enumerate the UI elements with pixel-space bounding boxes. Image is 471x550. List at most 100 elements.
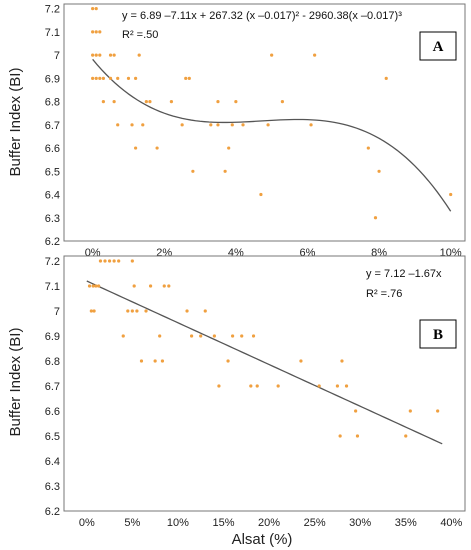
- y-tick-label: 6.3: [45, 481, 60, 493]
- y-axis-label-a: Buffer Index (BI): [7, 68, 24, 177]
- data-point: [191, 169, 195, 173]
- data-point: [234, 99, 238, 104]
- x-tick-label: 0%: [79, 517, 95, 529]
- data-point: [130, 309, 134, 313]
- data-point: [98, 53, 102, 57]
- y-tick-label: 7: [54, 306, 60, 318]
- data-point: [148, 99, 152, 104]
- data-point: [270, 53, 274, 57]
- data-point: [230, 123, 234, 127]
- data-point: [112, 53, 116, 57]
- x-tick-label: 25%: [304, 517, 326, 529]
- data-point: [144, 99, 148, 104]
- data-point: [199, 334, 203, 338]
- data-point: [112, 259, 116, 263]
- data-point: [255, 384, 259, 388]
- data-point: [384, 76, 388, 80]
- fit-line-b: [86, 280, 443, 445]
- y-tick-label: 7.2: [45, 4, 60, 16]
- data-point: [203, 309, 207, 313]
- y-tick-label: 6.8: [45, 356, 60, 368]
- data-point: [223, 169, 227, 173]
- y-tick-label: 6.3: [45, 213, 60, 225]
- data-point: [299, 359, 303, 363]
- data-point: [338, 434, 342, 438]
- data-point: [249, 384, 253, 388]
- data-point: [101, 99, 105, 104]
- x-tick-label: 35%: [395, 517, 417, 529]
- data-point: [107, 259, 112, 263]
- data-point: [135, 309, 139, 313]
- data-point: [91, 7, 95, 11]
- data-point: [117, 259, 121, 263]
- data-point: [259, 192, 263, 197]
- x-tick-label: 30%: [349, 517, 371, 529]
- y-tick-label: 6.8: [45, 97, 60, 109]
- data-point: [94, 76, 98, 80]
- y-tick-label: 7.1: [45, 27, 60, 39]
- r-squared-b: R² =.76: [366, 288, 402, 300]
- data-point: [169, 99, 174, 104]
- data-point: [144, 309, 148, 313]
- y-axis-a: 6.2 6.3 6.4 6.5 6.6 6.7 6.8 6.9 7 7.1 7.2: [45, 4, 60, 248]
- y-tick-label: 7.1: [45, 281, 60, 293]
- data-point: [112, 99, 116, 104]
- data-point: [216, 123, 220, 127]
- data-point: [91, 284, 95, 288]
- data-point: [180, 123, 184, 127]
- data-point: [209, 123, 213, 127]
- data-point: [108, 53, 113, 57]
- y-tick-label: 6.9: [45, 73, 60, 85]
- data-point: [313, 53, 317, 57]
- data-point: [217, 384, 221, 388]
- data-point: [377, 169, 381, 173]
- data-point: [130, 259, 134, 263]
- data-point: [101, 76, 105, 80]
- data-point: [251, 334, 256, 338]
- data-point: [187, 76, 191, 80]
- data-point: [344, 384, 349, 388]
- data-point: [97, 284, 101, 288]
- x-axis-b: 0% 5% 10% 15% 20% 25% 30% 35% 40%: [79, 517, 463, 529]
- data-point: [108, 76, 113, 80]
- data-point: [126, 309, 130, 313]
- data-point: [335, 384, 340, 388]
- data-point: [103, 259, 107, 263]
- y-tick-label: 6.2: [45, 236, 60, 248]
- data-point: [355, 434, 360, 438]
- data-point: [185, 309, 189, 313]
- y-tick-label: 7: [54, 50, 60, 62]
- y-axis-b: 6.2 6.3 6.4 6.5 6.6 6.7 6.8 6.9 7 7.1 7.2: [45, 256, 60, 518]
- panel-label-box-b: [419, 319, 457, 349]
- r-squared-a: R² =.50: [122, 29, 158, 41]
- panel-label-b: B: [433, 327, 443, 343]
- data-point: [126, 76, 131, 80]
- data-point: [354, 409, 358, 413]
- data-point: [130, 123, 134, 127]
- y-tick-label: 6.7: [45, 120, 60, 132]
- chart-panel-b: 6.2 6.3 6.4 6.5 6.6 6.7 6.8 6.9 7 7.1 7.2 0% 5% 10% 1…: [7, 255, 466, 548]
- data-point: [189, 334, 194, 338]
- data-point: [184, 76, 188, 80]
- data-point: [404, 434, 408, 438]
- data-point: [139, 359, 144, 363]
- data-point: [449, 192, 453, 197]
- data-point: [116, 76, 120, 80]
- plot-frame-b: [63, 255, 466, 512]
- data-point: [98, 30, 102, 34]
- y-tick-label: 6.6: [45, 406, 60, 418]
- equation-a: y = 6.89 –7.11x + 267.32 (x –0.017)² - 2…: [122, 10, 402, 22]
- fit-curve-a: [92, 58, 452, 212]
- data-point: [366, 146, 370, 150]
- y-tick-label: 7.2: [45, 256, 60, 268]
- y-tick-label: 6.5: [45, 166, 60, 178]
- data-point: [98, 259, 103, 263]
- data-point: [94, 53, 98, 57]
- panel-label-a: A: [433, 39, 444, 55]
- x-tick-label: 20%: [258, 517, 280, 529]
- data-point: [137, 53, 141, 57]
- panel-label-box-a: [419, 31, 457, 61]
- y-tick-label: 6.7: [45, 381, 60, 393]
- y-tick-label: 6.5: [45, 431, 60, 443]
- data-point: [436, 409, 440, 413]
